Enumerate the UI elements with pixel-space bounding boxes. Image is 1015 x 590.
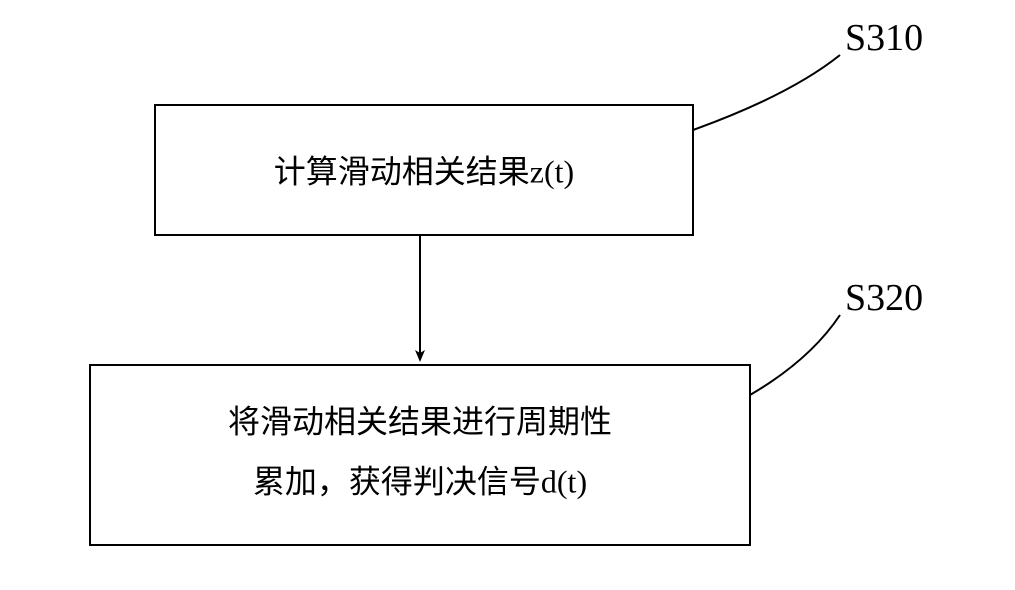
node-box — [90, 365, 750, 545]
step-label: S320 — [845, 277, 923, 319]
flowchart-canvas: 计算滑动相关结果z(t) S310 将滑动相关结果进行周期性 累加，获得判决信号… — [0, 0, 1015, 590]
label-connector — [693, 55, 840, 130]
node-text-line: 将滑动相关结果进行周期性 — [228, 403, 612, 439]
node-text-line: 累加，获得判决信号d(t) — [253, 463, 587, 499]
label-connector — [750, 315, 840, 395]
node-s320: 将滑动相关结果进行周期性 累加，获得判决信号d(t) S320 — [90, 277, 923, 545]
step-label: S310 — [845, 17, 923, 59]
node-s310: 计算滑动相关结果z(t) S310 — [155, 17, 923, 235]
node-text-line: 计算滑动相关结果z(t) — [274, 153, 574, 189]
